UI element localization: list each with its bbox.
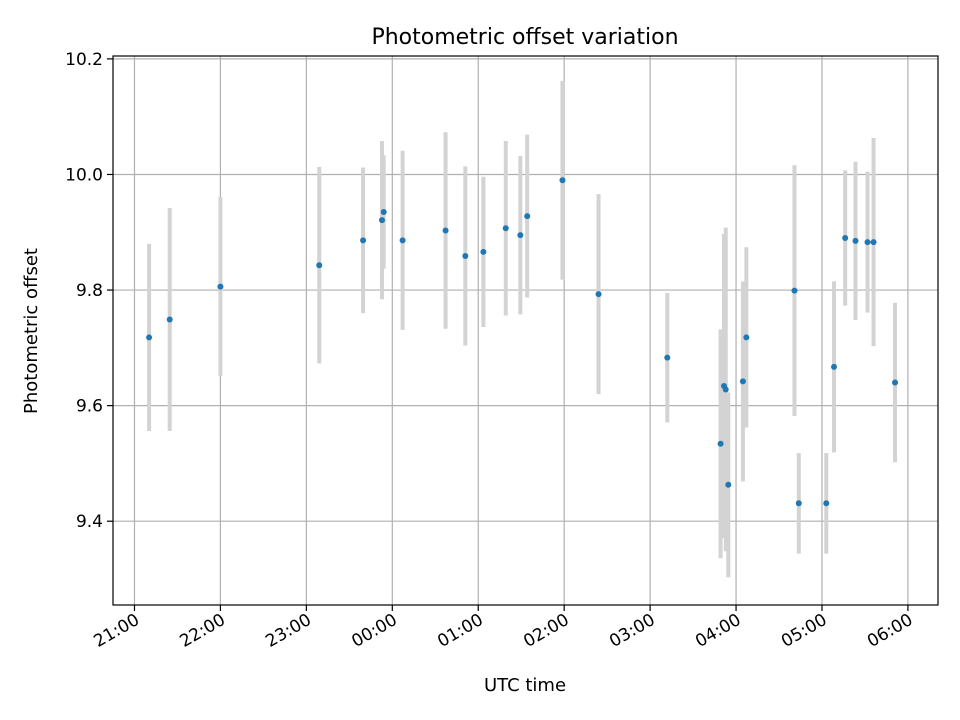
y-axis-ticks: 9.4 9.6 9.8 10.0 10.2 bbox=[65, 50, 113, 532]
data-point bbox=[842, 235, 849, 242]
y-tick-label: 9.6 bbox=[76, 397, 103, 417]
data-point bbox=[717, 440, 724, 447]
data-point bbox=[725, 481, 732, 488]
data-point bbox=[502, 225, 509, 232]
y-tick-label: 10.0 bbox=[65, 165, 103, 185]
x-tick-label: 06:00 bbox=[864, 610, 916, 652]
plot-frame bbox=[112, 55, 939, 606]
x-axis-ticks: 21:00 22:00 23:00 00:00 01:00 02:00 03:00 04:00… bbox=[91, 605, 916, 652]
data-point bbox=[442, 227, 449, 234]
data-point bbox=[739, 378, 746, 385]
data-point bbox=[517, 232, 524, 239]
x-tick-label: 21:00 bbox=[91, 610, 143, 652]
data-point bbox=[852, 237, 859, 244]
data-point bbox=[378, 217, 385, 224]
x-tick-label: 04:00 bbox=[692, 610, 744, 652]
data-point bbox=[595, 291, 602, 298]
data-point bbox=[480, 248, 487, 255]
data-point bbox=[524, 213, 531, 220]
y-tick-label: 9.8 bbox=[76, 281, 103, 301]
data-point bbox=[870, 239, 877, 246]
data-point bbox=[831, 363, 838, 370]
error-bars bbox=[147, 80, 898, 578]
data-point bbox=[664, 354, 671, 361]
x-tick-label: 01:00 bbox=[434, 610, 486, 652]
x-tick-label: 05:00 bbox=[778, 610, 830, 652]
data-point bbox=[316, 262, 323, 269]
data-point bbox=[864, 239, 871, 246]
data-point bbox=[399, 237, 406, 244]
data-point bbox=[360, 237, 367, 244]
data-point bbox=[166, 316, 173, 323]
data-point bbox=[462, 252, 469, 259]
x-tick-label: 22:00 bbox=[176, 610, 228, 652]
chart-title: Photometric offset variation bbox=[371, 25, 678, 50]
data-point bbox=[795, 500, 802, 507]
x-tick-label: 00:00 bbox=[348, 610, 400, 652]
data-point bbox=[722, 386, 729, 393]
x-axis-label: UTC time bbox=[484, 675, 566, 696]
data-point bbox=[791, 287, 798, 294]
x-tick-label: 02:00 bbox=[520, 610, 572, 652]
data-point bbox=[217, 283, 224, 290]
y-axis-label: Photometric offset bbox=[21, 248, 42, 414]
data-point bbox=[892, 379, 899, 386]
data-point bbox=[743, 334, 750, 341]
x-tick-label: 03:00 bbox=[606, 610, 658, 652]
y-tick-label: 10.2 bbox=[65, 50, 103, 70]
data-point bbox=[146, 334, 153, 341]
x-tick-label: 23:00 bbox=[262, 610, 314, 652]
data-point bbox=[380, 209, 387, 216]
data-point bbox=[823, 500, 830, 507]
y-tick-label: 9.4 bbox=[76, 512, 103, 532]
data-point bbox=[559, 177, 566, 184]
data-points bbox=[146, 177, 899, 507]
